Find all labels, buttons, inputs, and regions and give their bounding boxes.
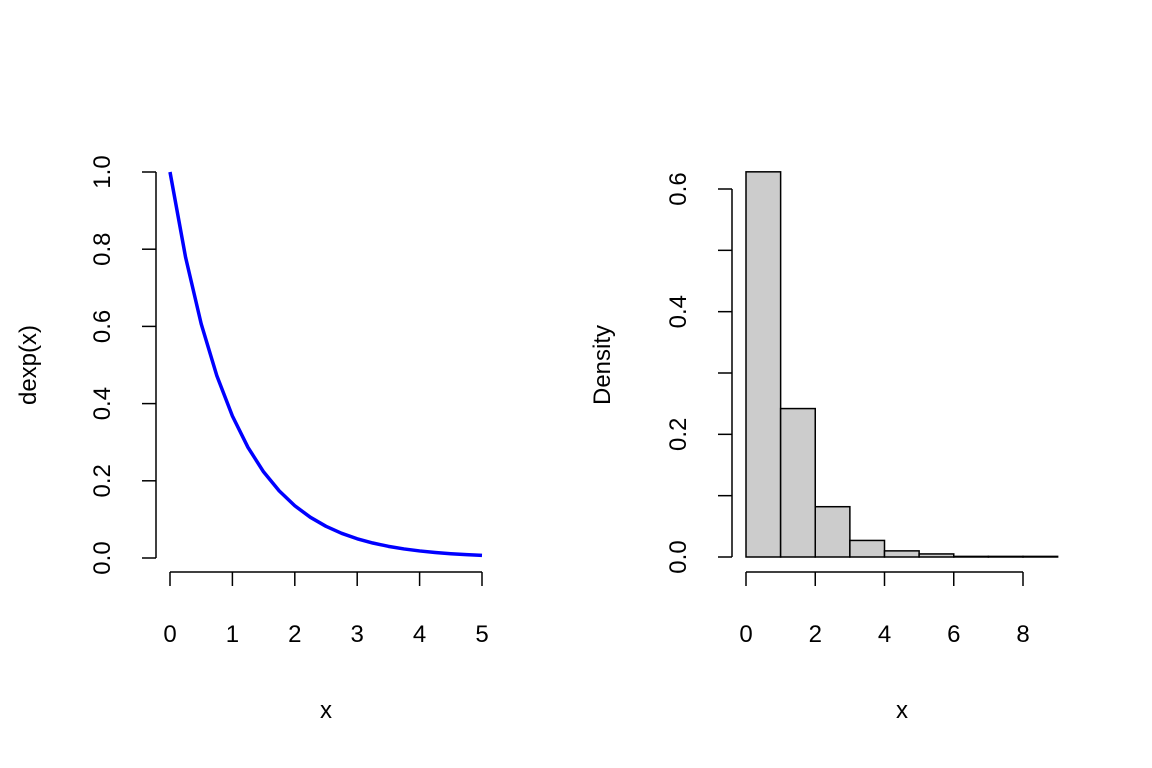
histogram-bar: [987, 555, 1024, 558]
left-x-axis-title: x: [320, 697, 332, 724]
left-y-tick-label: 0.6: [89, 310, 116, 343]
left-x-tick-label: 2: [288, 621, 301, 648]
histogram-bar: [745, 171, 782, 558]
left-x-tick-label: 5: [475, 621, 488, 648]
right-x-tick-label: 0: [739, 621, 752, 648]
histogram-bar: [814, 505, 851, 558]
right-y-tick-label: 0.0: [665, 540, 692, 573]
density-curve-panel: 0 1 2 3 4 5 0.0 0.2 0.4 0.6 0.8 1.0 x dexp(x): [15, 155, 489, 724]
histogram-bar: [953, 555, 990, 558]
right-y-tick-label: 0.6: [665, 172, 692, 205]
left-y-tick-label: 0.0: [89, 541, 116, 574]
right-y-tick-label: 0.4: [665, 295, 692, 328]
left-y-axis-title: dexp(x): [15, 325, 42, 405]
left-y-tick-label: 1.0: [89, 155, 116, 188]
left-x-tick-label: 1: [226, 621, 239, 648]
histogram-bar: [779, 407, 816, 558]
left-x-tick-label: 3: [351, 621, 364, 648]
right-x-tick-label: 2: [809, 621, 822, 648]
right-y-tick-label: 0.2: [665, 418, 692, 451]
density-curve-line: [168, 171, 483, 558]
right-y-axis-title: Density: [589, 325, 616, 405]
left-y-tick-label: 0.2: [89, 464, 116, 497]
right-x-tick-label: 8: [1016, 621, 1029, 648]
histogram-bar: [883, 550, 920, 558]
histogram-bar: [1022, 555, 1059, 558]
left-x-tick-label: 0: [163, 621, 176, 648]
left-y-tick-label: 0.4: [89, 387, 116, 420]
left-x-tick-label: 4: [413, 621, 426, 648]
histogram-panel: 0 2 4 6 8 0.0 0.2 0.4 0.6 x Density: [589, 171, 1059, 724]
histogram-bar: [849, 539, 886, 558]
histogram-bar: [918, 553, 955, 558]
right-x-axis-title: x: [896, 697, 908, 724]
right-x-tick-label: 4: [878, 621, 891, 648]
left-y-tick-label: 0.8: [89, 233, 116, 266]
right-x-tick-label: 6: [947, 621, 960, 648]
